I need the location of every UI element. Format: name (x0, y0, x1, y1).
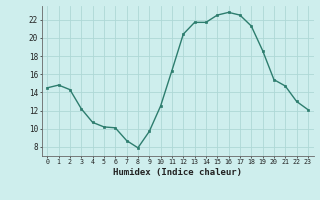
X-axis label: Humidex (Indice chaleur): Humidex (Indice chaleur) (113, 168, 242, 177)
